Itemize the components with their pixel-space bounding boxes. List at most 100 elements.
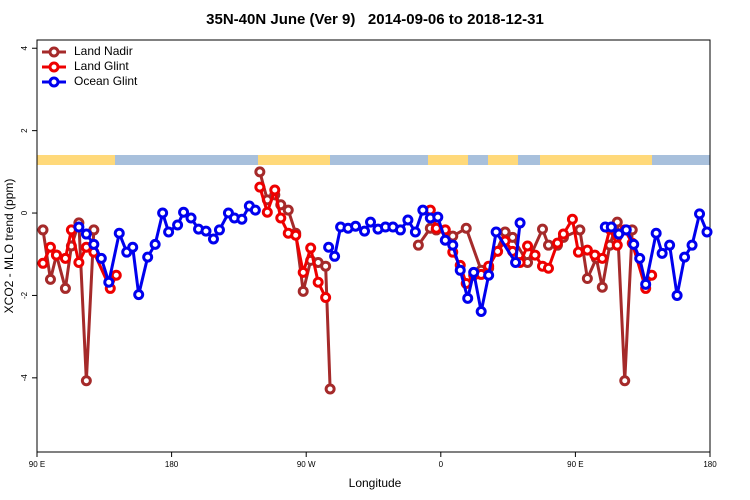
data-point (172, 219, 184, 231)
data-point (536, 223, 548, 235)
series (37, 181, 658, 303)
data-point (297, 285, 309, 297)
data-point (514, 217, 526, 229)
data-point (694, 208, 706, 220)
data-point (323, 241, 335, 253)
data-point (127, 241, 139, 253)
series (73, 200, 713, 318)
chart-title: 35N-40N June (Ver 9) 2014-09-06 to 2018-… (206, 11, 544, 28)
data-point (566, 213, 578, 225)
data-point (305, 242, 317, 254)
data-point (634, 252, 646, 264)
data-point (73, 221, 85, 233)
x-tick-label: 180 (703, 460, 717, 469)
data-point (350, 220, 362, 232)
x-tick-label: 0 (439, 460, 444, 469)
data-point (581, 244, 593, 256)
y-tick-label: 0 (20, 210, 29, 215)
data-point (551, 237, 563, 249)
data-point (483, 269, 495, 281)
data-point (417, 204, 429, 216)
data-point (178, 206, 190, 218)
legend-label: Land Glint (74, 59, 129, 73)
plot-frame (36, 39, 711, 453)
data-point (254, 166, 266, 178)
data-point (103, 276, 115, 288)
data-point (213, 224, 225, 236)
y-tick-label: 4 (20, 45, 29, 50)
data-point (236, 213, 248, 225)
data-point (664, 239, 676, 251)
data-point (409, 226, 421, 238)
data-point (468, 266, 480, 278)
x-axis-label: Longitude (349, 476, 402, 490)
data-point (412, 239, 424, 251)
data-point (207, 233, 219, 245)
data-point (269, 184, 281, 196)
data-point (157, 207, 169, 219)
data-point (686, 239, 698, 251)
data-point (282, 204, 294, 216)
data-point (701, 226, 713, 238)
data-point (529, 249, 541, 261)
data-point (324, 383, 336, 395)
legend-marker (48, 46, 60, 58)
data-point (439, 234, 451, 246)
data-point (149, 238, 161, 250)
data-point (542, 262, 554, 274)
data-point (44, 273, 56, 285)
data-point (605, 221, 617, 233)
legend-label: Ocean Glint (74, 74, 138, 88)
data-point (44, 241, 56, 253)
data-point (679, 251, 691, 263)
data-point (619, 375, 631, 387)
y-axis-label: XCO2 - MLO trend (ppm) (2, 179, 16, 314)
data-point (200, 225, 212, 237)
data-point (611, 239, 623, 251)
data-point (628, 238, 640, 250)
data-point (275, 212, 287, 224)
data-point (490, 226, 502, 238)
data-point (557, 228, 569, 240)
data-point (447, 239, 459, 251)
data-point (359, 225, 371, 237)
data-point (460, 222, 472, 234)
data-point (640, 278, 652, 290)
data-point (671, 289, 683, 301)
x-tick-label: 180 (165, 460, 179, 469)
data-point (80, 375, 92, 387)
data-point (432, 211, 444, 223)
data-point (249, 204, 261, 216)
data-point (454, 264, 466, 276)
data-point (542, 239, 554, 251)
y-tick-label: -4 (20, 374, 29, 382)
data-point (113, 227, 125, 239)
data-point (95, 252, 107, 264)
legend-marker (48, 76, 60, 88)
data-point (37, 224, 49, 236)
data-point (522, 240, 534, 252)
data-point (133, 289, 145, 301)
data-point (650, 227, 662, 239)
x-tick-label: 90 E (29, 460, 45, 469)
data-point (596, 281, 608, 293)
data-point (572, 246, 584, 258)
data-point (320, 292, 332, 303)
data-point (620, 224, 632, 236)
data-point (185, 212, 197, 224)
x-tick-label: 90 W (297, 460, 316, 469)
data-point (163, 226, 175, 238)
data-point (492, 245, 504, 257)
data-point (320, 260, 332, 272)
data-point (110, 269, 122, 281)
data-point (402, 214, 414, 226)
data-point (297, 266, 309, 278)
data-point (254, 181, 266, 193)
legend-label: Land Nadir (74, 44, 133, 58)
data-point (475, 306, 487, 318)
data-point (365, 216, 377, 228)
data-point (142, 251, 154, 263)
y-tick-label: 2 (20, 128, 29, 133)
